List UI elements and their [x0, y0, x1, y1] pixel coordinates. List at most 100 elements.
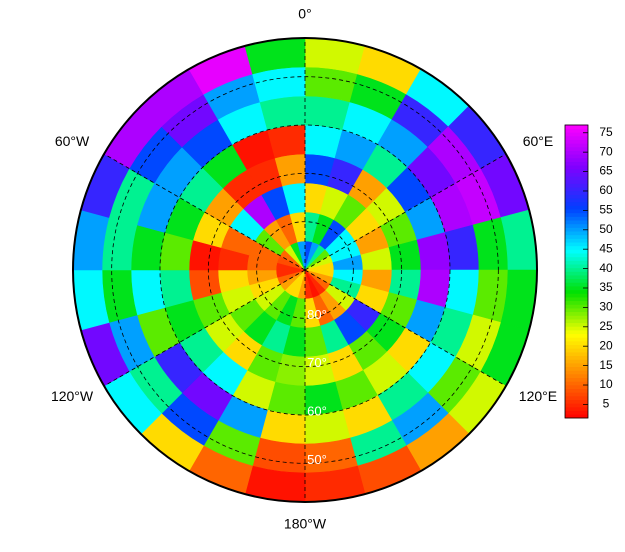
colorbar-slice [565, 124, 588, 129]
colorbar-slice [565, 219, 588, 225]
colorbar-slice [565, 399, 588, 404]
colorbar-slice [565, 289, 588, 294]
parallel-label: 60° [307, 403, 327, 418]
colorbar-slice [565, 172, 588, 177]
colorbar-tick-label: 60 [599, 183, 613, 197]
parallel-label: 80° [307, 307, 327, 322]
colorbar-tick-label: 5 [603, 397, 610, 411]
colorbar-slice [565, 168, 588, 173]
colorbar-tick-label: 70 [599, 144, 613, 158]
colorbar-slice [565, 333, 588, 338]
colorbar-tick-label: 55 [599, 203, 613, 217]
colorbar-slice [565, 252, 588, 258]
colorbar-slice [565, 318, 588, 324]
meridian-line [304, 153, 507, 271]
colorbar-slice [565, 245, 588, 250]
colorbar-slice [565, 256, 588, 261]
meridian-line [103, 153, 306, 271]
colorbar-slice [565, 300, 588, 305]
colorbar-slice [565, 249, 588, 254]
meridian-label: 120°W [51, 388, 94, 404]
colorbar-slice [565, 135, 588, 140]
heatmap-cell [259, 95, 306, 131]
colorbar-slice [565, 377, 588, 382]
colorbar-tick-label: 10 [599, 377, 613, 391]
heatmap-cell [444, 269, 480, 316]
colorbar-slice [565, 351, 588, 357]
colorbar-slice [565, 355, 588, 360]
colorbar-slice [565, 362, 588, 368]
colorbar-slice [565, 304, 588, 309]
colorbar-slice [565, 175, 588, 181]
colorbar-slice [565, 373, 588, 379]
colorbar-slice [565, 212, 588, 217]
colorbar-slice [565, 139, 588, 144]
colorbar-slice [565, 359, 588, 364]
colorbar-slice [565, 395, 588, 400]
colorbar-slice [565, 205, 588, 210]
parallel-label: 70° [307, 355, 327, 370]
colorbar-tick-label: 40 [599, 261, 613, 275]
colorbar-slice [565, 366, 588, 371]
colorbar-slice [565, 161, 588, 166]
colorbar-tick-label: 75 [599, 125, 613, 139]
colorbar-slice [565, 271, 588, 276]
parallel-line [111, 76, 499, 464]
colorbar-slice [565, 344, 588, 349]
colorbar-slice [565, 315, 588, 320]
colorbar-slice [565, 223, 588, 228]
colorbar-slice [565, 230, 588, 236]
colorbar-slice [565, 208, 588, 214]
colorbar-slice [565, 267, 588, 272]
colorbar-slice [565, 307, 588, 313]
colorbar-slice [565, 329, 588, 335]
colorbar-tick-label: 20 [599, 338, 613, 352]
meridian-label: 60°W [55, 133, 90, 149]
colorbar-frame [564, 124, 589, 419]
meridian-label: 0° [298, 6, 311, 22]
colorbar-slice [565, 234, 588, 239]
colorbar-slice [565, 403, 588, 408]
colorbar-slice [565, 227, 588, 232]
colorbar-slice [565, 143, 588, 148]
colorbar-slice [565, 337, 588, 342]
meridian-label: 120°E [519, 388, 557, 404]
parallel-label: 50° [307, 452, 327, 467]
colorbar-slice [565, 154, 588, 159]
colorbar-slice [565, 238, 588, 243]
meridian-line [304, 269, 507, 387]
colorbar-slice [565, 392, 588, 397]
colorbar-slice [565, 381, 588, 386]
colorbar-slice [565, 370, 588, 375]
colorbar-tick-label: 25 [599, 319, 613, 333]
colorbar-slice [565, 260, 588, 265]
colorbar-slice [565, 293, 588, 298]
colorbar-slice [565, 164, 588, 170]
colorbar-slice [565, 216, 588, 221]
colorbar-tick-label: 45 [599, 241, 613, 255]
colorbar-tick-label: 30 [599, 300, 613, 314]
parallel-line [256, 221, 354, 319]
colorbar-slice [565, 179, 588, 184]
colorbar-slice [565, 150, 588, 155]
colorbar-tick-label: 65 [599, 164, 613, 178]
meridian-label: 180°W [284, 516, 327, 532]
colorbar-slice [565, 190, 588, 195]
meridian-label: 60°E [523, 133, 554, 149]
map-border [72, 37, 538, 503]
colorbar-slice [565, 146, 588, 151]
colorbar-slice [565, 128, 588, 133]
colorbar-slice [565, 410, 588, 415]
colorbar-slice [565, 241, 588, 247]
colorbar-slice [565, 384, 588, 389]
colorbar-slice [565, 414, 588, 419]
colorbar-slice [565, 278, 588, 283]
colorbar-slice [565, 388, 588, 393]
parallel-line [159, 124, 451, 416]
colorbar-slice [565, 406, 588, 411]
colorbar-slice [565, 322, 588, 327]
colorbar-slice [565, 326, 588, 331]
colorbar-slice [565, 311, 588, 316]
